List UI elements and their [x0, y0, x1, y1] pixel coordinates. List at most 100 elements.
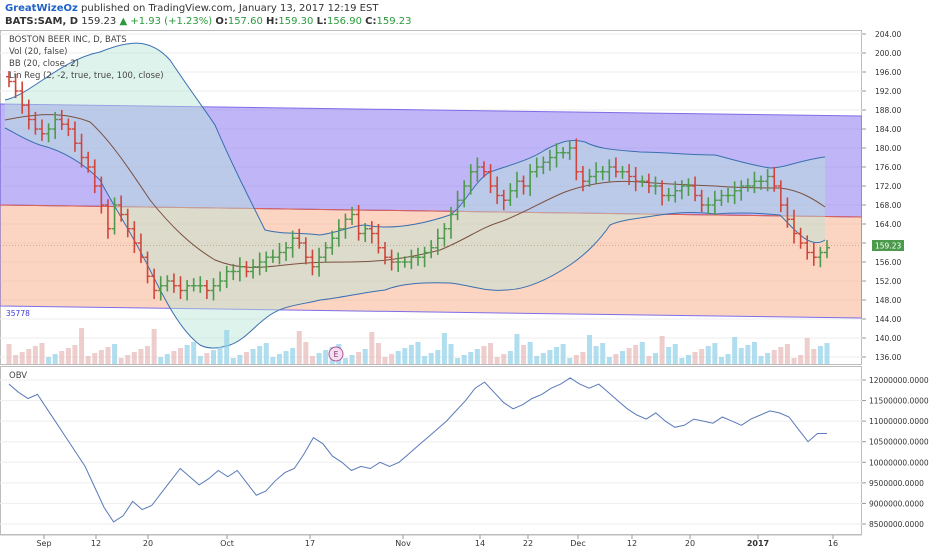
price-bar — [12, 73, 19, 99]
quote-line: BATS:SAM, D 159.23 ▲ +1.93 (+1.23%) O:15… — [5, 16, 411, 27]
price-bar — [771, 167, 778, 192]
volume-bar — [375, 343, 381, 364]
obv-axis[interactable]: 12000000.0000 11500000.0000 11000000.0000 1… — [862, 376, 929, 529]
price-bar — [415, 247, 421, 266]
volume-bar — [158, 357, 164, 364]
low-label: L: — [316, 16, 327, 27]
volume-bar — [151, 329, 157, 364]
price-bar — [45, 123, 52, 143]
price-bar — [487, 164, 494, 194]
price-bar — [283, 242, 290, 262]
price-bar — [560, 147, 567, 159]
author-link[interactable]: GreatWizeOz — [5, 3, 78, 14]
volume-bar — [217, 347, 223, 364]
volume-bar — [448, 344, 454, 364]
price-axis-label: 196.00 — [875, 68, 901, 77]
high-value: 159.30 — [278, 16, 314, 27]
price-bar — [639, 175, 646, 187]
time-axis-label: Nov — [395, 539, 411, 548]
volume-bar — [699, 349, 705, 364]
price-bar — [118, 195, 125, 222]
symbol-label[interactable]: BATS:SAM, D — [5, 16, 79, 27]
price-bar — [71, 121, 78, 152]
price-bar — [104, 199, 111, 239]
volume-bar — [243, 352, 249, 364]
price-pane[interactable]: BOSTON BEER INC, D, BATS Vol (20, false)… — [0, 30, 862, 365]
time-axis-label: 12 — [91, 539, 101, 548]
price-bar — [355, 205, 362, 241]
price-bar — [329, 230, 336, 255]
price-bar — [619, 166, 626, 179]
time-axis-label: Dec — [570, 539, 585, 548]
time-axis-label: 22 — [523, 539, 533, 548]
price-axis-label: 188.00 — [875, 106, 901, 115]
price-bar — [731, 181, 738, 205]
volume-bar — [32, 346, 38, 364]
volume-bar — [85, 356, 91, 364]
publish-line: GreatWizeOz published on TradingView.com… — [5, 3, 378, 14]
price-bar — [296, 228, 303, 249]
price-bar — [553, 143, 560, 168]
volume-bar — [6, 344, 12, 364]
price-bar — [586, 168, 593, 187]
volume-bar — [138, 349, 144, 364]
volume-bar — [738, 348, 744, 364]
volume-bar — [811, 349, 817, 364]
price-bar — [342, 213, 349, 239]
price-bar — [612, 157, 619, 178]
volume-bar — [606, 357, 612, 364]
price-axis-label: 136.00 — [875, 353, 901, 362]
time-axis[interactable]: Sep 12 20 Oct 17 Nov 14 22 Dec 12 20 2017 16 — [0, 534, 862, 548]
price-bar — [784, 197, 791, 228]
price-axis[interactable]: 204.00 200.00 196.00 192.00 188.00 184.00 180.… — [862, 30, 901, 362]
earnings-event-marker[interactable]: E — [328, 346, 344, 362]
volume-bar — [514, 334, 520, 364]
price-bar — [197, 276, 204, 293]
low-value: 156.90 — [326, 16, 362, 27]
time-axis-label: 20 — [143, 539, 153, 548]
price-bar — [705, 197, 712, 214]
volume-bar — [620, 351, 625, 364]
legend-linreg: Lin Reg (2, -2, true, true, 100, close) — [9, 71, 164, 81]
obv-pane[interactable]: OBV — [0, 366, 862, 535]
volume-bar — [270, 357, 276, 364]
volume-bar — [402, 348, 408, 364]
price-bar — [164, 275, 171, 292]
volume-bar — [65, 348, 71, 364]
price-bar — [38, 119, 45, 141]
volume-bars — [6, 328, 830, 364]
volume-bar — [824, 343, 830, 364]
linreg-mid-line — [0, 204, 862, 218]
price-bar — [322, 242, 329, 263]
volume-bar — [817, 346, 823, 364]
price-axis-label: 204.00 — [875, 30, 901, 39]
price-axis-label: 168.00 — [875, 201, 901, 210]
volume-bar — [92, 353, 98, 364]
price-bar — [718, 189, 725, 206]
price-bar — [243, 261, 250, 278]
volume-bar — [362, 349, 368, 364]
volume-bar — [587, 335, 593, 364]
price-bar — [645, 173, 652, 194]
volume-bar — [692, 352, 698, 364]
price-axis-label: 200.00 — [875, 49, 901, 58]
price-bar — [276, 243, 283, 265]
volume-bar — [685, 355, 691, 364]
price-axis-label: 140.00 — [875, 334, 901, 343]
price-bar — [513, 171, 520, 198]
price-bar — [652, 176, 659, 195]
volume-bar — [237, 355, 243, 364]
obv-axis-label: 11500000.0000 — [869, 397, 929, 406]
price-bar — [217, 271, 224, 292]
volume-bar — [276, 354, 282, 364]
overlay-legend: BOSTON BEER INC, D, BATS Vol (20, false)… — [9, 35, 164, 81]
legend-symbol: BOSTON BEER INC, D, BATS — [9, 35, 127, 45]
price-bars — [6, 71, 830, 301]
volume-bar — [804, 338, 810, 364]
time-axis-label: 14 — [475, 539, 485, 548]
volume-bar — [283, 351, 289, 364]
price-bar — [25, 99, 32, 130]
volume-bar — [573, 355, 579, 364]
price-bar — [170, 273, 177, 293]
obv-line — [8, 377, 827, 523]
